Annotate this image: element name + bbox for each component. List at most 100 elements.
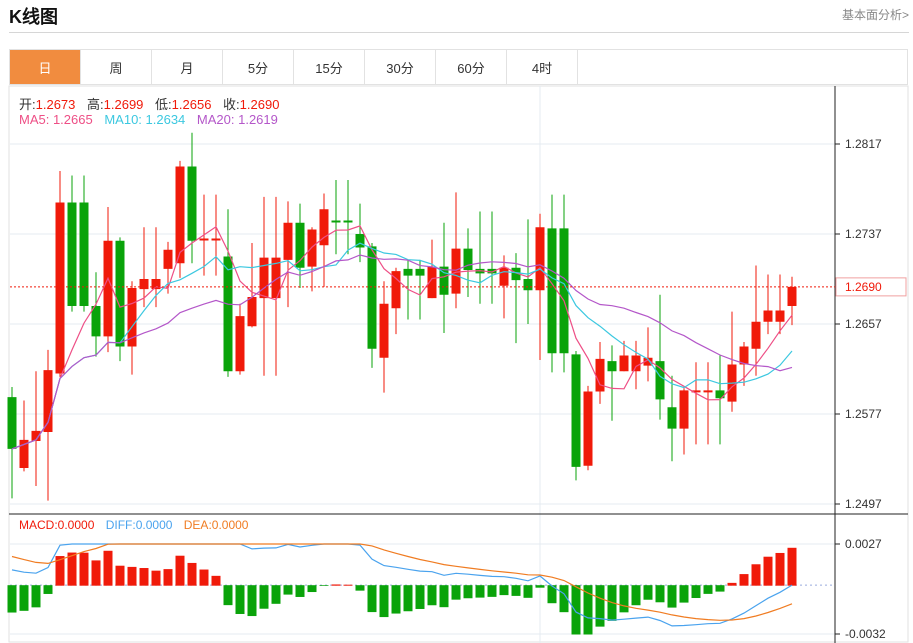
- candle-down: [523, 279, 533, 291]
- candle-up: [787, 286, 797, 306]
- candle-down: [295, 222, 305, 268]
- candle-up: [259, 257, 269, 299]
- price-tick-label: 1.2817: [845, 137, 882, 151]
- macd-bar: [331, 584, 341, 586]
- tab-4hour[interactable]: 4时: [507, 50, 578, 84]
- macd-bar: [223, 585, 233, 606]
- candle-up: [55, 202, 65, 374]
- macd-bar: [211, 575, 221, 586]
- macd-bar: [391, 585, 401, 614]
- macd-legend: MACD:0.0000 DIFF:0.0000 DEA:0.0000: [19, 518, 256, 532]
- candle-up: [151, 279, 161, 290]
- candle-down: [463, 248, 473, 270]
- candle-down: [367, 246, 377, 349]
- candle-up: [175, 166, 185, 264]
- page-title: K线图: [9, 7, 58, 27]
- tab-day[interactable]: 日: [10, 50, 81, 84]
- macd-bar: [703, 585, 713, 594]
- tab-30min[interactable]: 30分: [365, 50, 436, 84]
- candle-up: [43, 370, 53, 432]
- macd-bar: [319, 585, 329, 586]
- open-label: 开:: [19, 97, 36, 112]
- price-tick-label: 1.2737: [845, 227, 882, 241]
- period-tabs: 日 周 月 5分 15分 30分 60分 4时: [9, 49, 908, 85]
- candle-down: [571, 354, 581, 467]
- tab-15min[interactable]: 15分: [294, 50, 365, 84]
- macd-bar: [583, 585, 593, 635]
- macd-bar: [523, 585, 533, 598]
- candle-up: [163, 249, 173, 269]
- macd-bar: [175, 555, 185, 586]
- current-price-box: [835, 277, 907, 297]
- candle-up: [103, 240, 113, 337]
- macd-bar: [271, 585, 281, 604]
- candle-up: [499, 267, 509, 286]
- close-value: 1.2690: [239, 97, 280, 112]
- candle-up: [379, 303, 389, 358]
- price-tick-label: 1.2577: [845, 407, 882, 421]
- macd-bar: [103, 550, 113, 586]
- macd-bar: [367, 585, 377, 613]
- ma5-value: MA5: 1.2665: [19, 112, 93, 127]
- candle-up: [31, 430, 41, 441]
- close-label: 收:: [223, 97, 240, 112]
- candle-up: [643, 357, 653, 366]
- candle-up: [19, 439, 29, 468]
- macd-bar: [55, 556, 65, 586]
- candle-down: [715, 390, 725, 399]
- macd-bar: [91, 560, 101, 586]
- macd-bar: [151, 570, 161, 586]
- candle-up: [427, 266, 437, 299]
- macd-bar: [343, 584, 353, 586]
- diff-value: DIFF:0.0000: [105, 518, 173, 532]
- ma20-value: MA20: 1.2619: [196, 112, 278, 127]
- macd-bar: [571, 585, 581, 635]
- candle-down: [331, 220, 341, 223]
- candle-down: [79, 202, 89, 306]
- candle-down: [115, 240, 125, 347]
- fundamental-analysis-link[interactable]: 基本面分析>: [841, 8, 909, 22]
- candle-down: [547, 228, 557, 354]
- tab-5min[interactable]: 5分: [223, 50, 294, 84]
- tab-week[interactable]: 周: [81, 50, 152, 84]
- macd-tick-label: -0.0032: [845, 627, 886, 641]
- candle-down: [223, 256, 233, 372]
- candle-up: [319, 209, 329, 246]
- macd-bar: [427, 585, 437, 606]
- tab-60min[interactable]: 60分: [436, 50, 507, 84]
- open-value: 1.2673: [35, 97, 76, 112]
- macd-bar: [763, 556, 773, 586]
- macd-bar: [655, 585, 665, 603]
- macd-bar: [403, 585, 413, 612]
- macd-bar: [751, 564, 761, 586]
- macd-bar: [259, 585, 269, 609]
- price-tick-label: 1.2657: [845, 317, 882, 331]
- macd-bar: [499, 585, 509, 596]
- ma-legend: MA5: 1.2665 MA10: 1.2634 MA20: 1.2619: [19, 112, 286, 127]
- macd-bar: [7, 585, 17, 613]
- candle-up: [535, 227, 545, 291]
- candle-down: [487, 268, 497, 274]
- macd-bar: [691, 585, 701, 599]
- candle-up: [451, 248, 461, 294]
- candle-down: [67, 202, 77, 306]
- macd-bar: [775, 552, 785, 586]
- tab-month[interactable]: 月: [152, 50, 223, 84]
- macd-bar: [451, 585, 461, 600]
- macd-bar: [379, 585, 389, 618]
- candle-down: [439, 266, 449, 295]
- candle-down: [343, 220, 353, 223]
- macd-bar: [127, 566, 137, 586]
- macd-bar: [739, 574, 749, 586]
- macd-bar: [139, 568, 149, 586]
- price-tick-label: 1.2497: [845, 497, 882, 511]
- macd-bar: [439, 585, 449, 608]
- macd-bar: [79, 552, 89, 586]
- ma20-line: [11, 254, 793, 450]
- macd-bar: [475, 585, 485, 598]
- macd-bar: [535, 585, 545, 588]
- candle-up: [307, 229, 317, 267]
- candle-down: [607, 361, 617, 372]
- candle-down: [7, 397, 17, 449]
